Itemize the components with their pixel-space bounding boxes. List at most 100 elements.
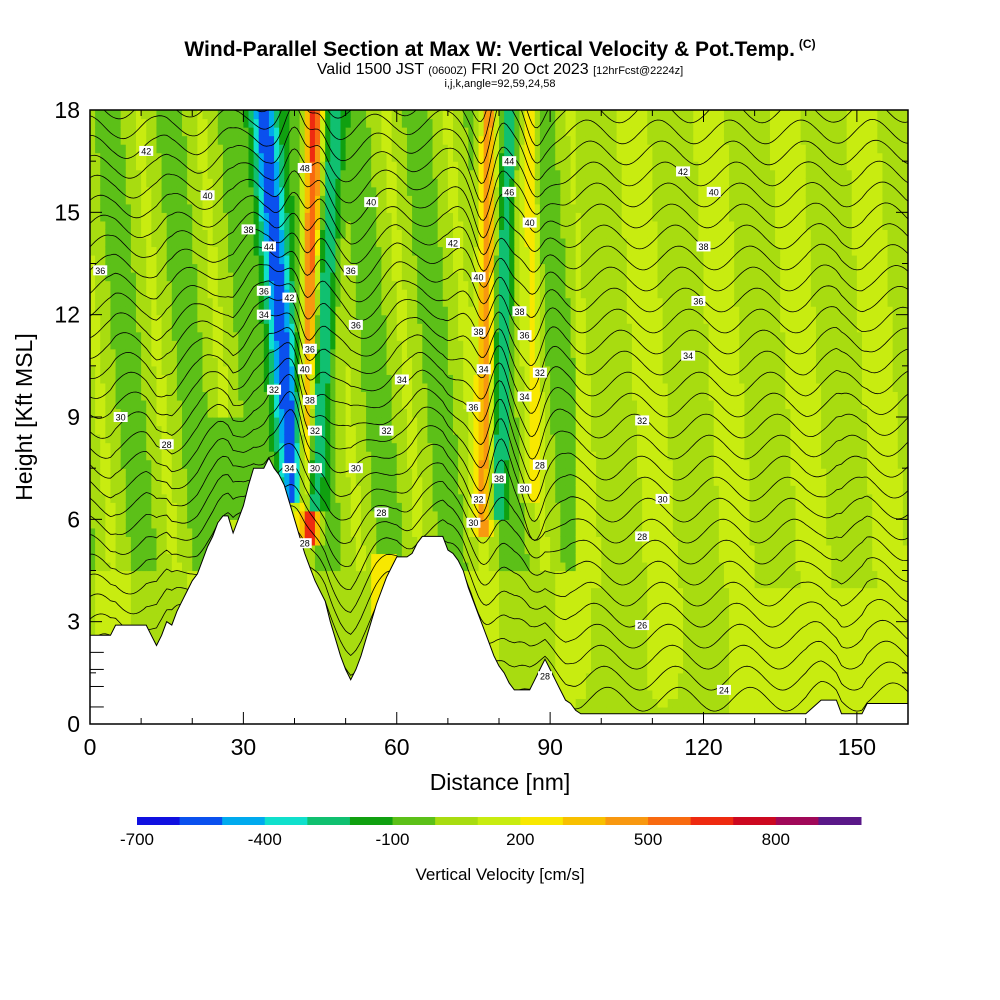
velocity-cell bbox=[366, 254, 372, 265]
velocity-cell bbox=[141, 323, 147, 333]
velocity-cell bbox=[320, 553, 326, 563]
velocity-cell bbox=[314, 135, 321, 145]
velocity-cell bbox=[202, 399, 209, 410]
velocity-cell bbox=[391, 408, 398, 418]
velocity-cell bbox=[406, 442, 413, 452]
velocity-cell bbox=[217, 169, 224, 179]
velocity-cell bbox=[146, 476, 152, 486]
velocity-cell bbox=[95, 493, 101, 503]
velocity-cell bbox=[340, 323, 347, 333]
velocity-cell bbox=[345, 144, 352, 154]
velocity-cell bbox=[171, 434, 178, 444]
velocity-cell bbox=[345, 246, 352, 256]
velocity-cell bbox=[141, 579, 147, 589]
velocity-cell bbox=[100, 289, 106, 299]
velocity-cell bbox=[289, 357, 296, 367]
velocity-cell bbox=[166, 596, 173, 606]
velocity-cell bbox=[95, 169, 101, 179]
velocity-cell bbox=[120, 391, 127, 401]
velocity-cell bbox=[202, 169, 209, 179]
velocity-cell bbox=[161, 553, 168, 563]
velocity-cell bbox=[151, 263, 158, 273]
velocity-cell bbox=[182, 485, 188, 495]
velocity-cell bbox=[197, 272, 204, 282]
velocity-cell bbox=[299, 144, 306, 154]
velocity-cell bbox=[284, 220, 290, 230]
velocity-cell bbox=[381, 451, 388, 461]
velocity-cell bbox=[340, 314, 347, 324]
velocity-cell bbox=[417, 331, 423, 341]
velocity-cell bbox=[182, 289, 188, 299]
velocity-cell bbox=[417, 519, 423, 529]
velocity-cell bbox=[360, 451, 367, 461]
velocity-cell bbox=[279, 408, 285, 418]
velocity-cell bbox=[330, 118, 336, 128]
velocity-cell bbox=[197, 246, 204, 256]
velocity-cell bbox=[371, 399, 377, 410]
velocity-cell bbox=[355, 434, 362, 444]
velocity-cell bbox=[90, 519, 96, 529]
velocity-cell bbox=[115, 587, 122, 597]
velocity-cell bbox=[100, 144, 106, 154]
velocity-cell bbox=[330, 186, 336, 196]
velocity-cell bbox=[314, 323, 321, 333]
velocity-cell bbox=[401, 280, 408, 290]
velocity-cell bbox=[268, 425, 275, 435]
velocity-cell bbox=[335, 485, 342, 495]
velocity-cell bbox=[248, 254, 255, 265]
velocity-cell bbox=[95, 229, 101, 239]
velocity-cell bbox=[386, 135, 393, 145]
velocity-cell bbox=[212, 195, 219, 205]
velocity-cell bbox=[243, 408, 250, 418]
velocity-cell bbox=[412, 306, 418, 316]
velocity-cell bbox=[243, 297, 250, 307]
velocity-cell bbox=[320, 382, 326, 393]
velocity-cell bbox=[366, 357, 372, 367]
velocity-cell bbox=[228, 195, 234, 205]
velocity-cell bbox=[212, 237, 219, 248]
velocity-cell bbox=[182, 476, 188, 486]
velocity-cell bbox=[330, 195, 336, 205]
velocity-cell bbox=[320, 399, 326, 410]
velocity-cell bbox=[360, 314, 367, 324]
velocity-cell bbox=[289, 263, 296, 273]
velocity-cell bbox=[171, 263, 178, 273]
velocity-cell bbox=[228, 212, 234, 222]
velocity-cell bbox=[151, 459, 158, 469]
velocity-cell bbox=[406, 536, 413, 546]
velocity-cell bbox=[125, 212, 132, 222]
velocity-cell bbox=[176, 374, 183, 384]
velocity-cell bbox=[95, 220, 101, 230]
velocity-cell bbox=[391, 203, 398, 213]
velocity-cell bbox=[355, 127, 362, 137]
velocity-cell bbox=[360, 502, 367, 512]
velocity-cell bbox=[299, 186, 306, 196]
velocity-cell bbox=[182, 306, 188, 316]
velocity-cell bbox=[136, 510, 142, 520]
velocity-cell bbox=[427, 459, 434, 469]
velocity-cell bbox=[171, 536, 178, 546]
velocity-cell bbox=[212, 365, 219, 375]
velocity-cell bbox=[130, 169, 137, 179]
velocity-cell bbox=[115, 263, 122, 273]
velocity-cell bbox=[330, 178, 336, 188]
velocity-cell bbox=[166, 553, 173, 563]
velocity-cell bbox=[366, 144, 372, 154]
velocity-cell bbox=[115, 425, 122, 435]
velocity-cell bbox=[192, 135, 198, 145]
velocity-cell bbox=[136, 161, 142, 171]
velocity-cell bbox=[136, 553, 142, 563]
velocity-cell bbox=[406, 357, 413, 367]
velocity-cell bbox=[427, 246, 434, 256]
velocity-cell bbox=[120, 152, 127, 162]
velocity-cell bbox=[161, 306, 168, 316]
velocity-cell bbox=[376, 570, 383, 580]
velocity-cell bbox=[366, 408, 372, 418]
velocity-cell bbox=[151, 493, 158, 503]
velocity-cell bbox=[284, 110, 290, 120]
velocity-cell bbox=[396, 536, 403, 546]
velocity-cell bbox=[187, 451, 193, 461]
velocity-cell bbox=[243, 118, 250, 128]
velocity-cell bbox=[130, 340, 137, 350]
velocity-cell bbox=[350, 220, 357, 230]
